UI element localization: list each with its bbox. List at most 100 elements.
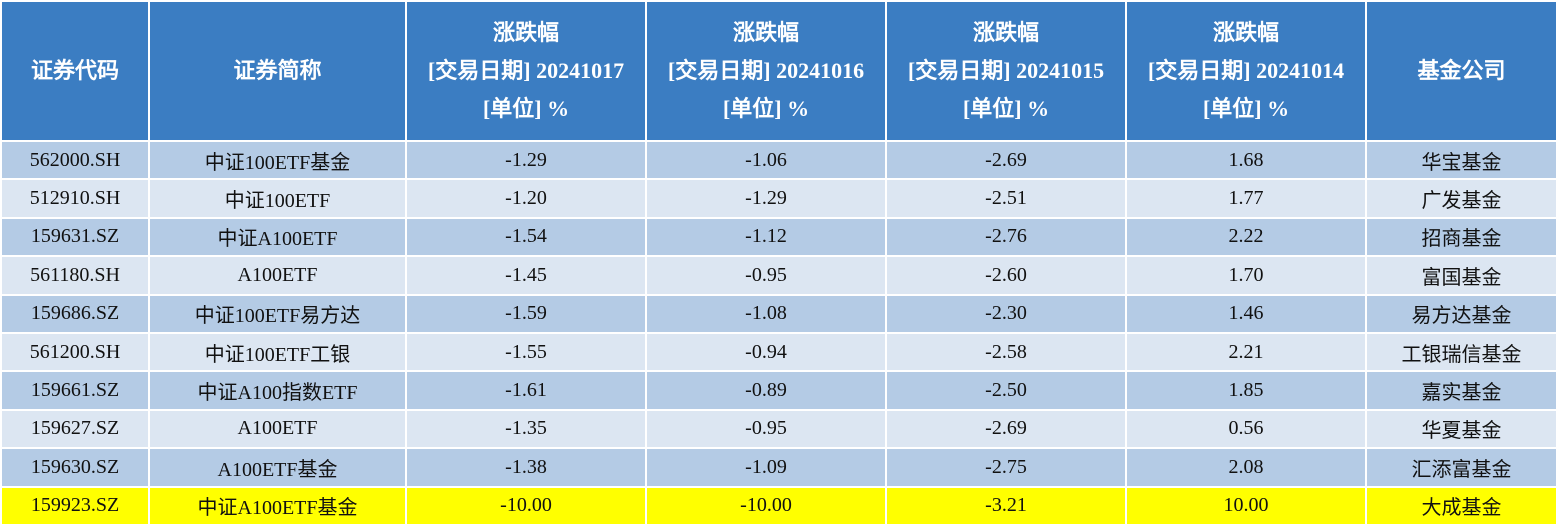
table-cell: 159923.SZ xyxy=(0,485,150,526)
table-row: 561200.SH 中证100ETF工银 -1.55 -0.94 -2.58 2.21 工银… xyxy=(0,331,1556,373)
header-line: 证券简称 xyxy=(233,58,322,83)
header-line: 涨跌幅 xyxy=(972,20,1039,45)
table-row: 562000.SH 中证100ETF基金 -1.29 -1.06 -2.69 1.68 华宝… xyxy=(0,139,1556,181)
header-line: [单位] % xyxy=(962,96,1050,121)
table-cell: -1.54 xyxy=(405,216,647,258)
table-row: 159630.SZ A100ETF基金 -1.38 -1.09 -2.75 2.08 汇添富… xyxy=(0,447,1556,488)
table-cell: -1.61 xyxy=(405,370,647,411)
table-cell: -0.94 xyxy=(645,331,887,373)
table-cell: -0.95 xyxy=(645,408,887,450)
table-cell: 华夏基金 xyxy=(1365,408,1556,450)
header-line: 涨跌幅 xyxy=(1212,20,1279,45)
table-cell: -2.30 xyxy=(885,293,1127,334)
table-cell: 嘉实基金 xyxy=(1365,370,1556,411)
header-cell: 证券简称 xyxy=(148,0,407,142)
table-cell: -2.51 xyxy=(885,178,1127,219)
header-line: [交易日期] 20241014 xyxy=(1147,58,1345,83)
table-row: 512910.SH 中证100ETF -1.20 -1.29 -2.51 1.77 广发基金 xyxy=(0,178,1556,219)
table-cell: -1.35 xyxy=(405,408,647,450)
table-cell: 1.77 xyxy=(1125,178,1367,219)
header-cell: 基金公司 xyxy=(1365,0,1556,142)
table-row: 159631.SZ 中证A100ETF -1.54 -1.12 -2.76 2.22 招商基… xyxy=(0,216,1556,258)
table-cell: -0.89 xyxy=(645,370,887,411)
table-cell: 中证100ETF易方达 xyxy=(148,293,407,334)
header-line: [交易日期] 20241017 xyxy=(427,58,625,83)
table-cell: 561200.SH xyxy=(0,331,150,373)
table-cell: -1.09 xyxy=(645,447,887,488)
header-line: [交易日期] 20241015 xyxy=(907,58,1105,83)
table-cell: 工银瑞信基金 xyxy=(1365,331,1556,373)
table-cell: 1.46 xyxy=(1125,293,1367,334)
table-cell: -10.00 xyxy=(405,485,647,526)
table-cell: -1.45 xyxy=(405,255,647,296)
table-cell: A100ETF基金 xyxy=(148,447,407,488)
table-cell: 大成基金 xyxy=(1365,485,1556,526)
table-cell: 中证100ETF基金 xyxy=(148,139,407,181)
table-cell: 159661.SZ xyxy=(0,370,150,411)
table-cell: -1.55 xyxy=(405,331,647,373)
table-row: 159627.SZ A100ETF -1.35 -0.95 -2.69 0.56 华夏基金 xyxy=(0,408,1556,450)
table-cell: -2.58 xyxy=(885,331,1127,373)
header-cell: 证券代码 xyxy=(0,0,150,142)
table-cell: 中证100ETF xyxy=(148,178,407,219)
table-cell: 1.85 xyxy=(1125,370,1367,411)
table-cell: 招商基金 xyxy=(1365,216,1556,258)
header-line: [交易日期] 20241016 xyxy=(667,58,865,83)
table-cell: -2.75 xyxy=(885,447,1127,488)
table-cell: 中证A100ETF xyxy=(148,216,407,258)
header-cell: 涨跌幅 [交易日期] 20241015 [单位] % xyxy=(885,0,1127,142)
table-cell: -2.60 xyxy=(885,255,1127,296)
table-cell: 1.70 xyxy=(1125,255,1367,296)
table-cell: -2.50 xyxy=(885,370,1127,411)
table-cell: -1.29 xyxy=(645,178,887,219)
table-cell: -1.08 xyxy=(645,293,887,334)
table-cell: 1.68 xyxy=(1125,139,1367,181)
header-cell: 涨跌幅 [交易日期] 20241016 [单位] % xyxy=(645,0,887,142)
table-cell: 2.22 xyxy=(1125,216,1367,258)
table-cell: 10.00 xyxy=(1125,485,1367,526)
table-cell: -0.95 xyxy=(645,255,887,296)
table-cell: 富国基金 xyxy=(1365,255,1556,296)
header-cell: 涨跌幅 [交易日期] 20241014 [单位] % xyxy=(1125,0,1367,142)
table-cell: 159627.SZ xyxy=(0,408,150,450)
header-line: 涨跌幅 xyxy=(732,20,799,45)
table-cell: 159631.SZ xyxy=(0,216,150,258)
header-line: [单位] % xyxy=(722,96,810,121)
table-cell: -10.00 xyxy=(645,485,887,526)
header-cell: 涨跌幅 [交易日期] 20241017 [单位] % xyxy=(405,0,647,142)
table-cell: 广发基金 xyxy=(1365,178,1556,219)
table-cell: 159686.SZ xyxy=(0,293,150,334)
header-line: 涨跌幅 xyxy=(492,20,559,45)
table-cell: 中证A100ETF基金 xyxy=(148,485,407,526)
table-row: 159686.SZ 中证100ETF易方达 -1.59 -1.08 -2.30 1.46 易… xyxy=(0,293,1556,334)
header-line: [单位] % xyxy=(482,96,570,121)
table-cell: -1.06 xyxy=(645,139,887,181)
header-row: 证券代码 证券简称 涨跌幅 [交易日期] 20241017 [单位] % 涨跌幅 [交易日期… xyxy=(0,0,1556,142)
table-cell: 2.08 xyxy=(1125,447,1367,488)
table-cell: -1.38 xyxy=(405,447,647,488)
table-cell: 562000.SH xyxy=(0,139,150,181)
table-cell: -2.69 xyxy=(885,408,1127,450)
table-cell: 2.21 xyxy=(1125,331,1367,373)
table-cell: -1.20 xyxy=(405,178,647,219)
header-line: 基金公司 xyxy=(1417,58,1506,83)
table-cell: 华宝基金 xyxy=(1365,139,1556,181)
table-cell: -3.21 xyxy=(885,485,1127,526)
table-cell: 512910.SH xyxy=(0,178,150,219)
table-cell: 汇添富基金 xyxy=(1365,447,1556,488)
table-cell: 易方达基金 xyxy=(1365,293,1556,334)
table-body: 562000.SH 中证100ETF基金 -1.29 -1.06 -2.69 1.68 华宝… xyxy=(0,139,1556,526)
header-line: [单位] % xyxy=(1202,96,1290,121)
table-cell: 0.56 xyxy=(1125,408,1367,450)
table-cell: 中证100ETF工银 xyxy=(148,331,407,373)
table-cell: -2.76 xyxy=(885,216,1127,258)
table-cell: -1.29 xyxy=(405,139,647,181)
table-cell: 561180.SH xyxy=(0,255,150,296)
table-row: 561180.SH A100ETF -1.45 -0.95 -2.60 1.70 富国基金 xyxy=(0,255,1556,296)
table-cell: -1.12 xyxy=(645,216,887,258)
header-line: 证券代码 xyxy=(30,58,119,83)
table-row: 159661.SZ 中证A100指数ETF -1.61 -0.89 -2.50 1.85 嘉… xyxy=(0,370,1556,411)
table-cell: -2.69 xyxy=(885,139,1127,181)
